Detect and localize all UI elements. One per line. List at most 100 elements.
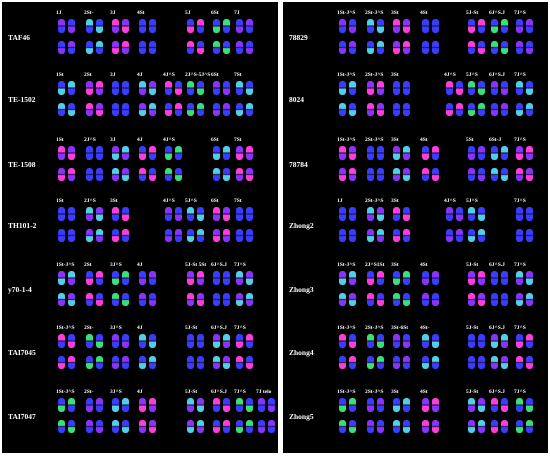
chromosome-label: 2St-J^S	[365, 10, 384, 16]
chromosome	[197, 334, 204, 348]
chromosome-label: 4St	[420, 389, 428, 395]
chromosome	[422, 293, 429, 306]
chromosome-pair	[468, 103, 485, 116]
chromosome	[139, 356, 146, 369]
chromosome	[367, 293, 374, 306]
chromosome	[139, 398, 146, 412]
accession-label: Zhong3	[289, 285, 314, 294]
chromosome	[139, 146, 146, 160]
accession-label: 78829	[289, 33, 308, 42]
chromosome-label: 5J-St 5St	[185, 262, 207, 268]
chromosome	[68, 146, 75, 160]
chromosome-pair	[339, 420, 356, 433]
chromosome	[187, 207, 194, 221]
chromosome-pair	[187, 229, 204, 242]
chromosome	[139, 103, 146, 116]
chromosome	[246, 146, 253, 160]
chromosome	[526, 398, 533, 412]
chromosome	[223, 293, 230, 306]
chromosome	[501, 293, 508, 306]
chromosome-pair	[187, 81, 204, 95]
chromosome	[213, 420, 220, 433]
chromosome	[339, 293, 346, 306]
chromosome-label: 5J-St	[466, 262, 479, 268]
accession-label: 78784	[289, 160, 308, 169]
chromosome	[223, 146, 230, 160]
chromosome-pair	[339, 207, 356, 221]
chromosome-label: 6J^S.J	[211, 262, 227, 268]
chromosome-pair	[187, 271, 204, 285]
chromosome	[526, 19, 533, 33]
chromosome-pair	[516, 356, 533, 369]
chromosome	[139, 271, 146, 285]
chromosome-pair	[86, 420, 103, 433]
chromosome	[393, 81, 400, 95]
chromosome-label: 4St-	[420, 325, 430, 331]
chromosome-pair	[367, 356, 384, 369]
chromosome-pair	[112, 293, 129, 306]
chromosome	[468, 41, 475, 54]
chromosome-label: 7J	[234, 10, 240, 16]
chromosome-label: 5J^S	[185, 198, 197, 204]
chromosome-pair	[516, 334, 533, 348]
chromosome-label: 2J^S-5J^S	[185, 72, 211, 78]
chromosome	[187, 103, 194, 116]
chromosome	[339, 334, 346, 348]
chromosome	[187, 356, 194, 369]
chromosome-pair	[58, 229, 75, 242]
chromosome	[349, 334, 356, 348]
chromosome-pair	[58, 41, 75, 54]
chromosome-pair	[112, 356, 129, 369]
accession-label: TE-1502	[8, 95, 36, 104]
chromosome	[246, 41, 253, 54]
chromosome-pair	[139, 271, 156, 285]
chromosome	[139, 420, 146, 433]
chromosome-pair	[422, 19, 439, 33]
chromosome	[149, 271, 156, 285]
chromosome	[96, 334, 103, 348]
chromosome	[432, 146, 439, 160]
chromosome-pair	[213, 81, 230, 95]
chromosome-pair	[491, 420, 508, 433]
chromosome	[86, 398, 93, 412]
chromosome	[187, 81, 194, 95]
chromosome	[377, 41, 384, 54]
chromosome	[122, 334, 129, 348]
chromosome	[86, 356, 93, 369]
chromosome-pair	[468, 420, 485, 433]
chromosome	[175, 146, 182, 160]
chromosome	[478, 41, 485, 54]
chromosome-pair	[165, 81, 182, 95]
chromosome	[468, 19, 475, 33]
accession-label: Zhong5	[289, 412, 314, 421]
chromosome	[149, 293, 156, 306]
chromosome	[393, 19, 400, 33]
chromosome	[516, 168, 523, 181]
chromosome-pair	[58, 207, 75, 221]
chromosome-label: 7J^S	[514, 262, 526, 268]
chromosome	[112, 293, 119, 306]
chromosome-label: 2J^S	[84, 198, 96, 204]
chromosome	[165, 103, 172, 116]
chromosome-pair	[112, 229, 129, 242]
chromosome-pair	[112, 207, 129, 221]
chromosome	[367, 19, 374, 33]
chromosome-pair	[468, 229, 485, 242]
chromosome-label: 1St-J^S	[56, 325, 75, 331]
chromosome	[246, 334, 253, 348]
chromosome-pair	[58, 398, 75, 412]
chromosome-pair	[339, 271, 356, 285]
chromosome	[478, 334, 485, 348]
chromosome	[58, 19, 65, 33]
chromosome	[223, 207, 230, 221]
chromosome	[422, 356, 429, 369]
chromosome-pair	[422, 271, 439, 285]
chromosome-pair	[187, 103, 204, 116]
chromosome	[403, 334, 410, 348]
chromosome	[422, 334, 429, 348]
chromosome-label: 5J-St	[466, 10, 479, 16]
chromosome	[149, 41, 156, 54]
chromosome	[139, 81, 146, 95]
chromosome-pair	[187, 398, 204, 412]
chromosome	[68, 81, 75, 95]
